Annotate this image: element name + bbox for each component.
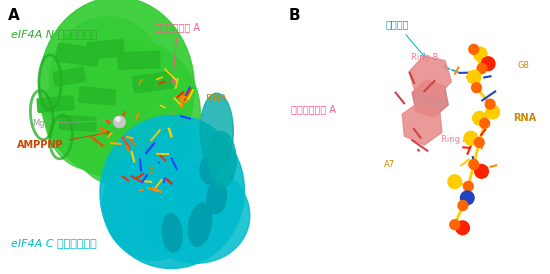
Circle shape [474,138,484,147]
Circle shape [485,99,495,109]
Circle shape [113,116,125,128]
Ellipse shape [103,151,203,260]
Circle shape [460,191,474,205]
Circle shape [469,159,478,169]
Circle shape [469,44,478,54]
Text: A: A [8,8,20,23]
Circle shape [448,175,461,189]
Circle shape [464,131,478,145]
Ellipse shape [145,126,233,214]
FancyBboxPatch shape [118,52,160,69]
Text: ロカグラミド A: ロカグラミド A [155,22,200,84]
Text: B: B [289,8,300,23]
Ellipse shape [100,115,244,269]
Ellipse shape [208,132,236,186]
Text: Mg²⁺: Mg²⁺ [32,119,113,128]
Text: Ring A: Ring A [441,135,469,144]
Circle shape [477,64,487,73]
Text: Ring B: Ring B [411,53,439,62]
Text: A7: A7 [384,160,395,169]
Text: 水素結合: 水素結合 [386,20,425,57]
Ellipse shape [139,164,250,263]
Text: AMPPNP: AMPPNP [16,131,110,150]
Text: eIF4A N 末端ドメイン: eIF4A N 末端ドメイン [11,29,97,39]
Circle shape [486,105,499,119]
FancyBboxPatch shape [87,40,124,59]
Text: 3': 3' [180,91,189,101]
Circle shape [467,70,481,84]
Ellipse shape [189,203,212,246]
Ellipse shape [50,17,162,137]
FancyBboxPatch shape [133,72,173,93]
FancyBboxPatch shape [53,68,85,86]
Text: RNA: RNA [513,113,536,123]
Text: eIF4A C 末端ドメイン: eIF4A C 末端ドメイン [11,238,97,248]
Circle shape [464,181,473,191]
Circle shape [473,112,486,125]
Ellipse shape [78,41,200,178]
Text: RNA: RNA [206,94,227,104]
Ellipse shape [200,156,217,184]
FancyBboxPatch shape [37,96,74,112]
Circle shape [480,118,490,128]
Circle shape [474,47,487,61]
Circle shape [450,220,460,230]
Ellipse shape [45,60,134,170]
FancyBboxPatch shape [79,87,116,105]
Circle shape [116,117,120,121]
Text: G8: G8 [518,61,529,70]
Ellipse shape [39,0,195,178]
Text: 5': 5' [148,165,157,175]
FancyBboxPatch shape [59,116,96,131]
Circle shape [471,83,481,93]
Circle shape [456,221,469,235]
FancyBboxPatch shape [56,43,100,66]
Ellipse shape [200,93,233,170]
Text: ロカグラミド A: ロカグラミド A [292,105,337,115]
Ellipse shape [207,181,227,214]
Ellipse shape [162,214,182,252]
Circle shape [481,57,495,70]
Ellipse shape [72,88,172,186]
Circle shape [475,164,488,178]
Circle shape [458,201,468,210]
